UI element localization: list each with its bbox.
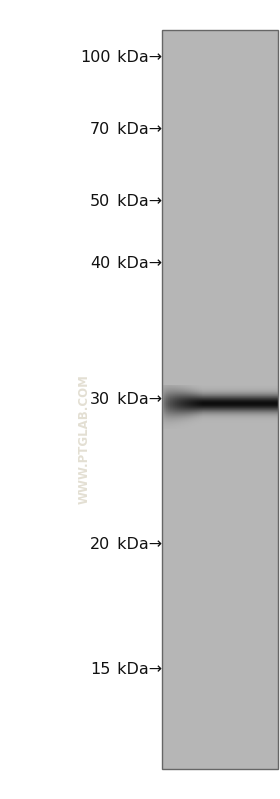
Text: 15: 15	[90, 662, 110, 677]
Text: WWW.PTGLAB.COM: WWW.PTGLAB.COM	[78, 375, 90, 504]
Text: kDa→: kDa→	[112, 194, 162, 209]
Text: kDa→: kDa→	[112, 392, 162, 407]
Text: 30: 30	[90, 392, 110, 407]
Text: 70: 70	[90, 122, 110, 137]
Text: 20: 20	[90, 538, 110, 552]
Text: kDa→: kDa→	[112, 50, 162, 65]
Bar	[162, 30, 278, 769]
Text: 50: 50	[90, 194, 110, 209]
Text: kDa→: kDa→	[112, 122, 162, 137]
Bar	[162, 30, 278, 769]
Text: 40: 40	[90, 256, 110, 271]
Text: kDa→: kDa→	[112, 538, 162, 552]
Text: 100: 100	[80, 50, 110, 65]
Text: kDa→: kDa→	[112, 662, 162, 677]
Text: kDa→: kDa→	[112, 256, 162, 271]
